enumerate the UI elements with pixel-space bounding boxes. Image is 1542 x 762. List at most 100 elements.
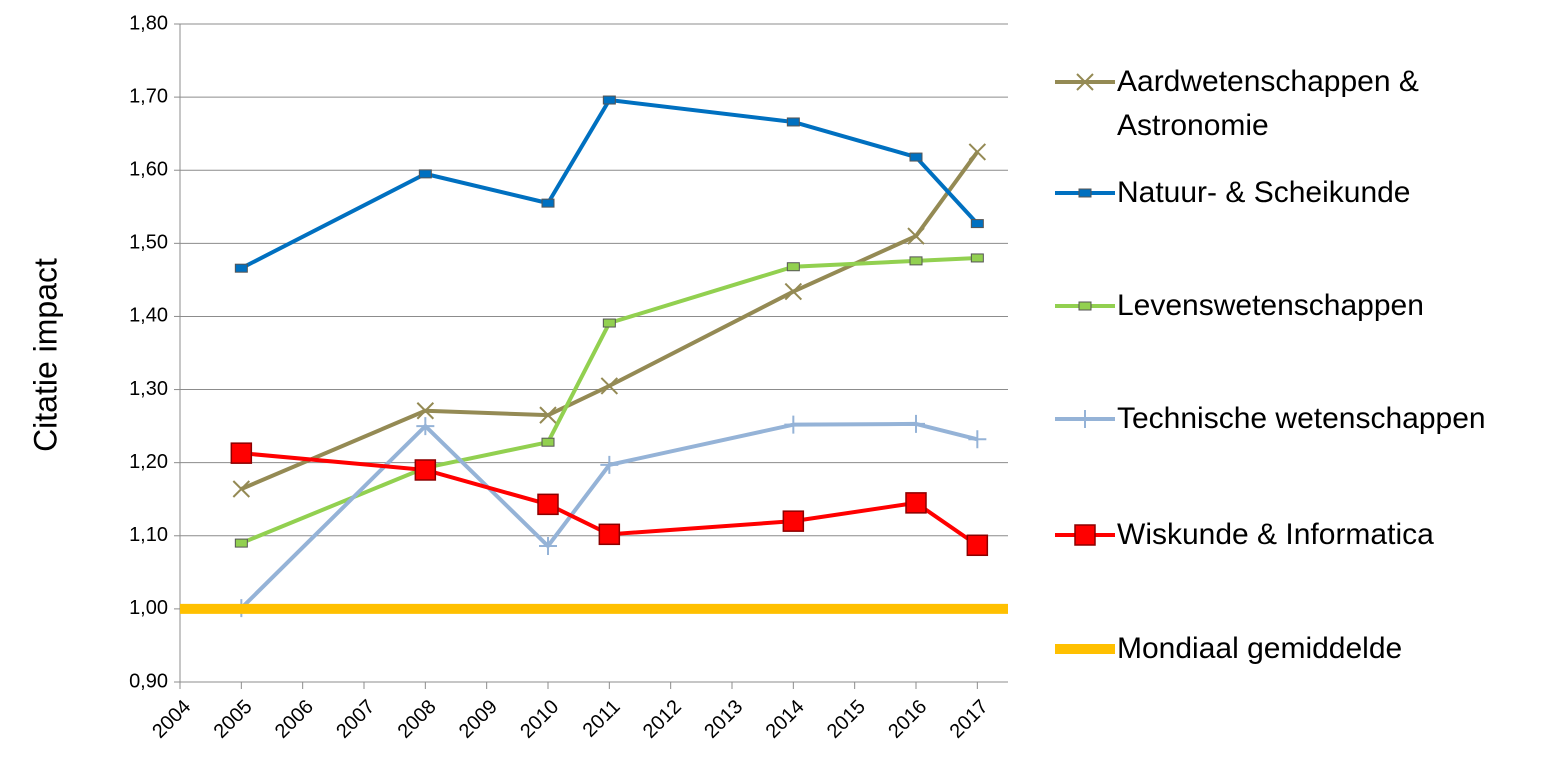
y-tick-label: 1,00 bbox=[129, 597, 168, 619]
marker bbox=[598, 523, 621, 546]
marker-shape bbox=[230, 442, 253, 464]
marker bbox=[230, 442, 253, 464]
marker-shape bbox=[1074, 524, 1096, 546]
marker-shape bbox=[907, 414, 925, 433]
marker bbox=[602, 95, 616, 105]
x-tick-label: 2012 bbox=[639, 696, 686, 743]
x-tick-label: 2009 bbox=[455, 696, 502, 743]
x-tick-label: 2011 bbox=[579, 696, 625, 742]
marker bbox=[537, 493, 559, 516]
marker-shape bbox=[784, 282, 803, 301]
marker bbox=[909, 152, 923, 162]
marker-shape bbox=[1076, 73, 1094, 91]
marker-shape bbox=[600, 455, 619, 474]
marker bbox=[1074, 524, 1096, 546]
marker bbox=[602, 318, 616, 328]
marker-shape bbox=[909, 152, 923, 162]
marker bbox=[232, 480, 251, 498]
legend-item: Mondiaal gemiddelde bbox=[1055, 627, 1537, 671]
marker bbox=[414, 459, 437, 481]
marker-shape bbox=[968, 430, 987, 449]
marker-shape bbox=[784, 415, 803, 434]
marker-shape bbox=[598, 523, 621, 546]
x-tick-label: 2017 bbox=[946, 696, 993, 743]
marker-shape bbox=[786, 117, 800, 127]
y-tick-label: 0,90 bbox=[129, 670, 168, 692]
marker-shape bbox=[907, 227, 925, 245]
series-line bbox=[239, 421, 978, 610]
marker-shape bbox=[539, 406, 557, 424]
marker bbox=[907, 227, 925, 245]
marker bbox=[418, 169, 432, 179]
marker-shape bbox=[541, 198, 555, 208]
marker bbox=[541, 198, 555, 208]
marker bbox=[1078, 188, 1092, 198]
marker bbox=[784, 415, 803, 434]
legend-label: Levenswetenschappen bbox=[1117, 289, 1424, 322]
y-tick-label: 1,50 bbox=[129, 232, 168, 254]
x-tick-label: 2007 bbox=[332, 696, 379, 743]
y-tick-label: 1,60 bbox=[129, 159, 168, 181]
marker bbox=[600, 377, 619, 395]
marker-shape bbox=[541, 437, 555, 447]
legend-label: Wiskunde & Informatica bbox=[1117, 518, 1434, 551]
legend-swatch bbox=[1055, 301, 1115, 311]
marker-shape bbox=[234, 538, 248, 548]
marker-shape bbox=[905, 492, 927, 514]
marker bbox=[970, 253, 984, 263]
marker-shape bbox=[602, 95, 616, 105]
legend-item: Natuur- & Scheikunde bbox=[1055, 171, 1537, 215]
marker-shape bbox=[232, 480, 251, 498]
marker bbox=[905, 492, 927, 514]
legend-item: Technische wetenschappen bbox=[1055, 397, 1537, 441]
marker bbox=[784, 282, 803, 301]
x-tick-label: 2013 bbox=[700, 696, 747, 743]
x-tick-label: 2005 bbox=[210, 696, 257, 743]
marker-shape bbox=[1078, 188, 1092, 198]
marker bbox=[1076, 73, 1094, 91]
y-tick-label: 1,70 bbox=[129, 85, 168, 107]
marker-shape bbox=[966, 534, 989, 557]
marker bbox=[1076, 410, 1094, 428]
marker-shape bbox=[909, 256, 923, 266]
marker bbox=[968, 143, 987, 161]
marker-shape bbox=[1076, 410, 1094, 428]
marker bbox=[234, 538, 248, 548]
marker-shape bbox=[602, 318, 616, 328]
y-tick-label: 1,30 bbox=[129, 378, 168, 400]
x-tick-label: 2006 bbox=[271, 696, 318, 743]
marker bbox=[970, 219, 984, 229]
marker bbox=[782, 510, 805, 532]
legend-label: Natuur- & Scheikunde bbox=[1117, 176, 1411, 209]
y-tick-label: 1,10 bbox=[129, 524, 168, 546]
marker bbox=[966, 534, 989, 557]
marker bbox=[541, 437, 555, 447]
marker bbox=[416, 417, 435, 436]
legend-item: Wiskunde & Informatica bbox=[1055, 513, 1537, 557]
legend-swatch bbox=[1055, 410, 1115, 428]
marker-shape bbox=[782, 510, 805, 532]
x-tick-label: 2016 bbox=[884, 696, 931, 743]
marker-shape bbox=[418, 169, 432, 179]
marker bbox=[416, 402, 435, 420]
y-tick-label: 1,80 bbox=[129, 12, 168, 34]
y-axis-label: Citatie impact bbox=[27, 258, 63, 452]
marker bbox=[234, 263, 248, 273]
x-tick-label: 2010 bbox=[516, 696, 563, 743]
legend-swatch bbox=[1055, 188, 1115, 198]
marker bbox=[786, 262, 800, 272]
legend-item: Aardwetenschappen & Astronomie bbox=[1055, 60, 1537, 148]
legend-label: Technische wetenschappen bbox=[1117, 402, 1486, 435]
marker-shape bbox=[968, 143, 987, 161]
legend-item: Levenswetenschappen bbox=[1055, 284, 1537, 328]
marker-shape bbox=[416, 417, 435, 436]
marker-shape bbox=[539, 537, 557, 556]
marker-shape bbox=[1078, 301, 1092, 311]
marker bbox=[907, 414, 925, 433]
marker bbox=[539, 537, 557, 556]
x-tick-label: 2014 bbox=[762, 696, 809, 743]
legend-swatch bbox=[1055, 524, 1115, 546]
marker bbox=[600, 455, 619, 474]
